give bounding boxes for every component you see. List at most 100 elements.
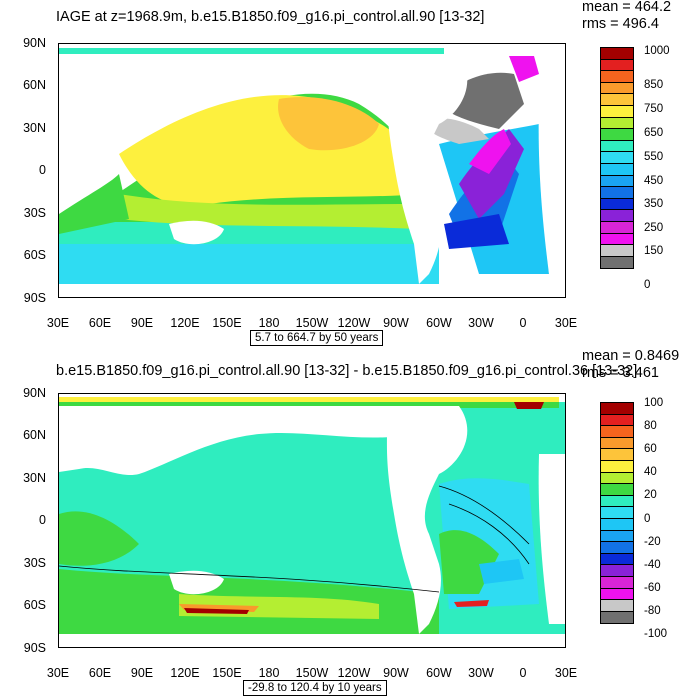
bottom-map-plot (58, 393, 566, 648)
colorbar-label: 850 (644, 79, 664, 91)
arctic-cyan (59, 48, 444, 54)
colorbar-swatch (601, 403, 633, 415)
colorbar-label: 1000 (644, 45, 670, 57)
land-eurasia-africa (59, 54, 419, 126)
colorbar-swatch (601, 117, 633, 130)
colorbar-swatch (601, 163, 633, 176)
top-colorbar (600, 47, 634, 270)
top-map-panel: IAGE at z=1968.9m, b.e15.B1850.f09_g16.p… (23, 0, 672, 346)
lon-label: 90W (383, 666, 409, 680)
southern-ocean-lightblue (59, 244, 439, 286)
colorbar-swatch (601, 449, 633, 461)
colorbar-label: -40 (644, 559, 661, 571)
colorbar-label: 150 (644, 245, 664, 257)
contour-line (448, 503, 530, 565)
lat-label: 0 (39, 163, 46, 177)
colorbar-swatch (601, 187, 633, 199)
colorbar-swatch (601, 94, 633, 106)
colorbar-label: 40 (644, 466, 657, 478)
lat-label: 30N (23, 471, 46, 485)
weddell-red (454, 600, 489, 607)
lon-label: 150W (295, 666, 329, 680)
colorbar-swatch (601, 472, 633, 485)
colorbar-label: 60 (644, 443, 657, 455)
lon-label: 150W (295, 316, 329, 330)
colorbar-label: 100 (644, 397, 664, 409)
north-atlantic-lightgrey (424, 118, 489, 144)
colorbar-swatch (601, 588, 633, 601)
top-map-svg (59, 44, 565, 297)
colorbar-swatch (601, 542, 633, 554)
atlantic-blue-streak (479, 559, 524, 584)
colorbar-label: 250 (644, 222, 664, 234)
lon-label: 90E (130, 316, 154, 330)
colorbar-label: 0 (644, 513, 651, 525)
colorbar-swatch (601, 414, 633, 427)
lon-label: 120W (337, 316, 371, 330)
colorbar-swatch (601, 484, 633, 496)
lon-label: 90E (130, 666, 154, 680)
land-australia (169, 570, 224, 595)
colorbar-swatch (601, 495, 633, 508)
lat-label: 90N (23, 36, 46, 50)
bottom-mean-label: mean = 0.8469 (582, 348, 680, 364)
contour-line (59, 565, 440, 593)
indian-green (59, 174, 129, 234)
bottom-map-panel: b.e15.B1850.f09_g16.pi_control.all.90 [1… (0, 348, 700, 700)
lat-label: 0 (39, 513, 46, 527)
lon-label: 150E (212, 316, 242, 330)
colorbar-swatch (601, 175, 633, 188)
lat-label: 90S (23, 641, 46, 655)
lat-label: 30N (23, 121, 46, 135)
bottom-rms-label: rms = 3.461 (582, 365, 659, 381)
top-mean-label: mean = 464.2 (582, 0, 672, 15)
lon-label: 60E (88, 316, 112, 330)
lat-label: 60N (23, 428, 46, 442)
colorbar-label: 450 (644, 175, 664, 187)
lat-label: 30S (23, 206, 46, 220)
colorbar-swatch (601, 256, 633, 269)
top-plot-title: IAGE at z=1968.9m, b.e15.B1850.f09_g16.p… (56, 9, 485, 25)
lat-label: 30S (23, 556, 46, 570)
colorbar-swatch (601, 518, 633, 531)
contour-line (438, 485, 530, 545)
pacific-orange-core (278, 96, 379, 151)
lon-label: 60W (426, 666, 452, 680)
colorbar-swatch (601, 152, 633, 164)
colorbar-swatch (601, 210, 633, 222)
lon-label: 30E (554, 666, 578, 680)
bottom-map-svg (59, 397, 565, 647)
lon-label: 120E (170, 666, 200, 680)
colorbar-label: 650 (644, 127, 664, 139)
colorbar-swatch (601, 71, 633, 83)
lon-label: 180 (258, 316, 280, 330)
colorbar-swatch (601, 460, 633, 473)
south-pacific-green (119, 194, 419, 229)
colorbar-label: 350 (644, 198, 664, 210)
colorbar-swatch (601, 507, 633, 519)
land-africa-west (538, 454, 565, 624)
lon-label: 120W (337, 666, 371, 680)
lat-label: 60N (23, 78, 46, 92)
indian-green-patches (59, 511, 139, 566)
land-americas (386, 54, 468, 284)
colorbar-swatch (601, 553, 633, 566)
nordic-magenta (509, 56, 539, 82)
lat-label: 90S (23, 291, 46, 305)
atlantic-magenta (469, 129, 511, 174)
lat-label: 60S (23, 248, 46, 262)
land-antarctica (59, 284, 565, 297)
colorbar-swatch (601, 198, 633, 211)
top-rms-label: rms = 496.4 (582, 16, 659, 32)
colorbar-swatch (601, 105, 633, 118)
colorbar-swatch (601, 59, 633, 72)
lon-label: 0 (519, 316, 527, 330)
antarctic-red (184, 608, 249, 614)
lon-label: 150E (212, 666, 242, 680)
lon-label: 30E (554, 316, 578, 330)
colorbar-swatch (601, 437, 633, 450)
colorbar-label: -20 (644, 536, 661, 548)
colorbar-label: -60 (644, 582, 661, 594)
bottom-colorbar (600, 402, 634, 625)
colorbar-swatch (601, 233, 633, 246)
